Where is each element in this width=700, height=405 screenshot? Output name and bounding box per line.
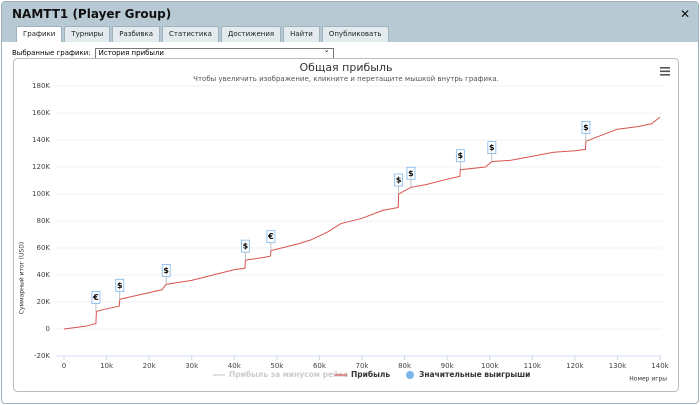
close-button[interactable]: ✕ <box>679 7 690 21</box>
x-tick-label: 100k <box>481 362 499 370</box>
x-tick-label: 20k <box>143 362 157 370</box>
tab[interactable]: Статистика <box>162 26 219 42</box>
chart-selector: Выбранные графики: История прибыли <box>2 42 698 59</box>
y-tick-label: 0 <box>46 325 50 333</box>
tab[interactable]: Достижения <box>220 26 282 42</box>
flag <box>91 291 101 304</box>
flag-marker: $ <box>455 149 465 170</box>
flag <box>240 239 250 253</box>
y-tick-label: 80K <box>37 217 51 225</box>
flag <box>455 149 465 163</box>
x-tick-label: 30k <box>185 362 199 370</box>
flag-marker: $ <box>394 173 404 194</box>
y-axis-label: Суммарный итог (USD) <box>19 242 26 314</box>
flag-label: $ <box>117 281 123 290</box>
flag-label: $ <box>489 143 495 152</box>
y-tick-label: -20K <box>34 352 50 360</box>
x-tick-label: 50k <box>270 362 284 370</box>
flag <box>161 264 171 277</box>
flag-marker: $ <box>406 166 416 188</box>
y-tick-label: 100K <box>32 190 50 198</box>
x-tick-label: 60k <box>313 362 327 370</box>
legend-label[interactable]: Прибыль <box>351 370 390 379</box>
selector-dropdown[interactable]: История прибыли <box>94 46 334 59</box>
flag-marker: $ <box>115 278 125 300</box>
y-tick-label: 40K <box>37 271 51 279</box>
y-tick-label: 140K <box>32 136 50 144</box>
tab[interactable]: Опубликовать <box>321 26 389 42</box>
chart: Общая прибыль Чтобы увеличить изображени… <box>13 58 679 392</box>
x-tick-label: 130k <box>609 362 627 370</box>
x-axis-label: Номер игры <box>629 376 667 383</box>
tab-bar: Графики Турниры Разбивка Статистика Достижен… <box>2 26 698 42</box>
flag-marker: $ <box>487 141 497 162</box>
flag-label: $ <box>243 242 249 251</box>
flag-label: $ <box>163 266 169 275</box>
profit-line <box>63 116 661 330</box>
flag-label: $ <box>458 151 464 160</box>
chart-title: Общая прибыль <box>300 61 393 74</box>
x-tick-label: 140k <box>651 362 669 370</box>
tab[interactable]: Графики <box>16 26 63 42</box>
y-tick-label: 20K <box>37 298 51 306</box>
flag <box>266 230 276 244</box>
window-title: NAMTT1 (Player Group) <box>12 7 172 21</box>
flag <box>115 278 125 292</box>
flag <box>394 173 404 187</box>
legend-label[interactable]: Прибыль за минусом рейка <box>229 370 348 379</box>
flag-label: $ <box>396 176 402 185</box>
menu-button[interactable] <box>660 67 670 76</box>
flag-label: $ <box>583 123 589 132</box>
flag-marker: € <box>91 291 101 312</box>
legend-label[interactable]: Значительные выигрыши <box>419 370 530 379</box>
legend-symbol <box>406 371 414 379</box>
x-tick-label: 40k <box>228 362 242 370</box>
chart-subtitle: Чтобы увеличить изображение, кликните и … <box>193 75 499 83</box>
y-tick-label: 180K <box>32 82 50 90</box>
flag <box>406 166 416 180</box>
x-tick-label: 80k <box>398 362 412 370</box>
x-tick-label: 110k <box>524 362 542 370</box>
flag-label: $ <box>408 169 414 178</box>
flag <box>581 120 591 134</box>
title-bar: NAMTT1 (Player Group) ✕ <box>2 2 698 26</box>
y-tick-label: 60K <box>37 244 51 252</box>
x-tick-label: 120k <box>566 362 584 370</box>
x-tick-label: 90k <box>441 362 455 370</box>
tab[interactable]: Найти <box>283 26 320 42</box>
x-tick-label: 70k <box>356 362 370 370</box>
flag-marker: € <box>266 230 276 251</box>
flag-marker: $ <box>161 264 171 285</box>
flag-marker: $ <box>581 120 591 142</box>
x-tick-label: 0 <box>62 362 66 370</box>
flag <box>487 141 497 154</box>
tab[interactable]: Разбивка <box>112 26 161 42</box>
y-tick-label: 120K <box>32 163 50 171</box>
chart-frame <box>13 58 679 392</box>
selector-label: Выбранные графики: <box>12 49 91 57</box>
flag-label: € <box>267 232 274 241</box>
y-tick-label: 160K <box>32 109 50 117</box>
x-tick-label: 10k <box>100 362 114 370</box>
flag-marker: $ <box>240 239 250 261</box>
flag-label: € <box>92 293 99 302</box>
tab[interactable]: Турниры <box>64 26 111 42</box>
